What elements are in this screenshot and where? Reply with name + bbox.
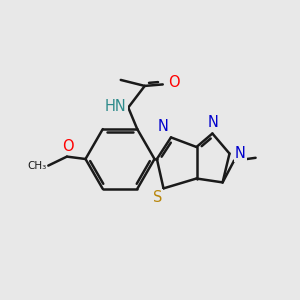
Text: N: N bbox=[235, 146, 246, 160]
Text: N: N bbox=[208, 115, 218, 130]
Text: HN: HN bbox=[105, 99, 127, 114]
Text: CH₃: CH₃ bbox=[28, 160, 47, 171]
Text: S: S bbox=[153, 190, 162, 205]
Text: O: O bbox=[62, 139, 73, 154]
Text: O: O bbox=[168, 75, 180, 90]
Text: N: N bbox=[158, 119, 169, 134]
